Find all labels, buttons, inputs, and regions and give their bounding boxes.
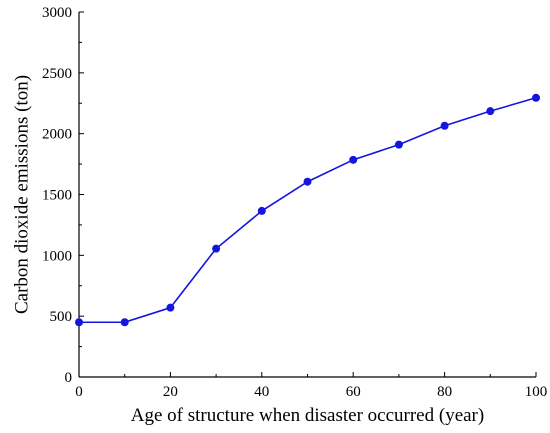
y-tick-label: 1000 [42, 248, 72, 264]
x-tick-label: 0 [75, 384, 83, 400]
data-point [120, 318, 129, 327]
x-axis-ticks: 0 20 40 60 80 100 [75, 372, 547, 400]
y-tick-label: 2500 [42, 66, 72, 82]
series-layer [75, 93, 540, 327]
axes [78, 12, 536, 378]
x-axis-title: Age of structure when disaster occurred … [131, 405, 484, 426]
x-tick-label: 20 [163, 384, 178, 400]
data-point [394, 140, 403, 149]
x-tick-label: 40 [254, 384, 269, 400]
data-point [212, 244, 221, 253]
data-point [166, 303, 175, 312]
y-axis-title: Carbon dioxide emissions (ton) [11, 75, 32, 314]
x-tick-label: 100 [525, 384, 548, 400]
y-tick-label: 1500 [42, 188, 72, 204]
y-tick-label: 3000 [42, 5, 72, 21]
y-tick-label: 2000 [42, 127, 72, 143]
data-point [257, 206, 266, 215]
series-line [79, 97, 537, 324]
data-point [440, 121, 449, 130]
data-point [349, 155, 358, 164]
y-tick-label: 500 [50, 309, 73, 325]
y-axis-ticks: 0 500 1000 1500 2000 2500 3000 [42, 5, 84, 386]
data-point [532, 93, 540, 102]
x-tick-label: 80 [437, 384, 452, 400]
data-point [75, 318, 83, 327]
x-tick-label: 60 [346, 384, 361, 400]
y-tick-label: 0 [65, 370, 73, 386]
data-point [303, 177, 312, 186]
data-point [486, 107, 495, 116]
